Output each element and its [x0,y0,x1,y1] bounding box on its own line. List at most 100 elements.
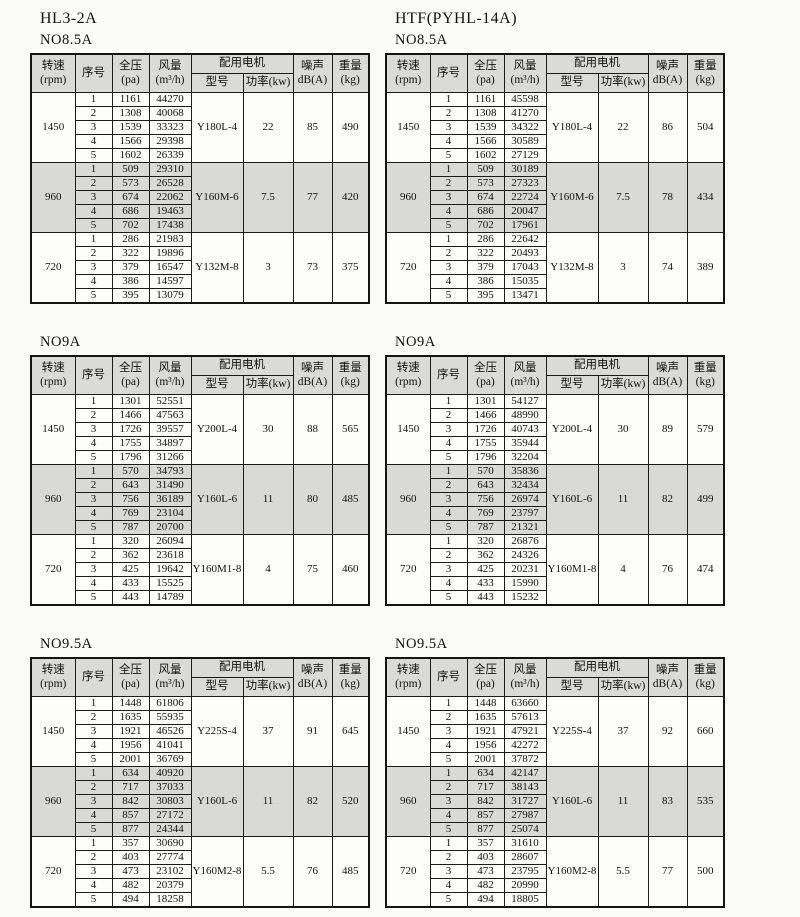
table-row: 3 379 17043 [386,260,724,275]
cell-flow: 13471 [503,288,547,304]
col-header-noise-text: 噪声 [656,59,679,72]
cell-flow: 15232 [503,590,547,606]
col-header-flow-text: (m³/h) [155,677,185,690]
col-header-pressure-text: 全压 [119,663,142,676]
cell-flow: 42147 [503,766,547,781]
cell-noise: 77 [647,836,688,908]
cell-weight: 645 [331,696,370,767]
col-header-model: 型号 [545,677,599,697]
cell-flow: 20700 [148,520,192,535]
cell-serial: 1 [74,534,113,549]
cell-serial: 2 [74,710,113,725]
cell-motor-power: 3 [597,232,649,304]
table-row: 5 395 13079 [31,288,369,304]
table-body: 1450 1 1161 45598 Y180L-4 22 86 504 2 1308 41270 3 1… [385,92,725,304]
cell-pressure: 674 [466,190,505,205]
table-row: 960 1 634 40920 Y160L-6 11 82 520 [30,766,370,837]
cell-serial: 4 [429,506,468,521]
col-header-serial: 序号 [74,53,113,93]
cell-pressure: 395 [111,288,150,304]
cell-flow: 42272 [503,738,547,753]
cell-flow: 17961 [503,218,547,233]
table-row: 4 1566 30589 [386,134,724,149]
cell-weight: 660 [686,696,725,767]
table-block: NO9A 转速 (rpm) 序号 全压 (pa) 风量 (m³/h) 配用电机 噪声 dB(A) 重量… [385,334,725,606]
cell-serial: 1 [429,534,468,549]
header-row-2: 型号 功率(kw) [386,73,724,93]
cell-flow: 48990 [503,408,547,423]
cell-motor-model: Y225S-4 [545,696,599,767]
fan-size-label: NO8.5A [40,32,93,48]
col-header-pressure: 全压 (pa) [466,355,505,395]
table-row: 3 473 23102 [31,864,369,879]
cell-pressure: 494 [111,892,150,908]
cell-pressure: 362 [111,548,150,563]
col-header-motor-group: 配用电机 [190,53,294,74]
cell-pressure: 433 [466,576,505,591]
cell-pressure: 1539 [466,120,505,135]
col-header-model-text: 型号 [560,378,584,391]
table-row: 3 473 23795 [386,864,724,879]
cell-pressure: 1956 [466,738,505,753]
cell-pressure: 570 [111,464,150,479]
cell-weight: 500 [686,836,725,908]
table-row: 3 674 22724 [386,190,724,205]
table-row: 5 787 20700 [31,520,369,535]
cell-noise: 86 [647,92,688,163]
col-header-noise: 噪声 dB(A) [292,355,333,395]
table-row: 2 1635 57613 [386,710,724,725]
fan-spec-table: 转速 (rpm) 序号 全压 (pa) 风量 (m³/h) 配用电机 噪声 dB(A) 重量 (kg)… [385,657,725,908]
cell-serial: 2 [429,850,468,865]
cell-weight: 420 [331,162,370,233]
col-header-weight-text: (kg) [695,677,715,690]
cell-serial: 3 [74,794,113,809]
col-header-noise-text: 噪声 [301,361,324,374]
cell-weight: 434 [686,162,725,233]
table-row: 1450 1 1301 52551 Y200L-4 30 88 565 [30,394,370,465]
cell-pressure: 322 [111,246,150,261]
table-row: 3 842 30803 [31,794,369,809]
col-header-weight: 重量 (kg) [686,355,725,395]
col-header-model-text: 型号 [205,680,229,693]
col-header-model: 型号 [545,73,599,93]
fan-spec-table: 转速 (rpm) 序号 全压 (pa) 风量 (m³/h) 配用电机 噪声 dB(A) 重量 (kg)… [385,355,725,606]
col-header-power: 功率(kw) [242,73,294,93]
col-header-pressure-text: (pa) [476,73,495,86]
cell-serial: 5 [74,218,113,233]
cell-serial: 2 [74,246,113,261]
table-row: 720 1 357 31610 Y160M2-8 5.5 77 500 [385,836,725,908]
cell-weight: 460 [331,534,370,606]
cell-serial: 1 [74,464,113,479]
table-row: 4 386 15035 [386,274,724,289]
cell-pressure: 702 [466,218,505,233]
cell-pressure: 320 [466,534,505,549]
col-header-power-text: 功率(kw) [600,680,646,693]
cell-flow: 22642 [503,232,547,247]
col-header-flow: 风量 (m³/h) [148,657,192,697]
cell-flow: 34793 [148,464,192,479]
cell-flow: 45598 [503,92,547,107]
cell-serial: 3 [74,260,113,275]
col-header-noise: 噪声 dB(A) [647,355,688,395]
cell-pressure: 1602 [111,148,150,163]
cell-flow: 19896 [148,246,192,261]
cell-pressure: 877 [111,822,150,837]
cell-motor-power: 7.5 [242,162,294,233]
cell-flow: 24326 [503,548,547,563]
cell-noise: 91 [292,696,333,767]
cell-flow: 30589 [503,134,547,149]
col-header-serial: 序号 [74,355,113,395]
table-row: 4 857 27172 [31,808,369,823]
cell-serial: 2 [74,548,113,563]
col-header-speed-text: 转速 [41,361,65,374]
cell-motor-power: 4 [242,534,294,606]
cell-serial: 5 [74,590,113,606]
cell-serial: 4 [429,436,468,451]
col-header-speed-text: 转速 [396,663,420,676]
col-header-flow: 风量 (m³/h) [503,53,547,93]
cell-rpm: 960 [30,766,76,837]
col-header-pressure-text: (pa) [121,73,140,86]
cell-rpm: 720 [385,232,431,304]
cell-flow: 22062 [148,190,192,205]
col-header-noise: 噪声 dB(A) [292,657,333,697]
